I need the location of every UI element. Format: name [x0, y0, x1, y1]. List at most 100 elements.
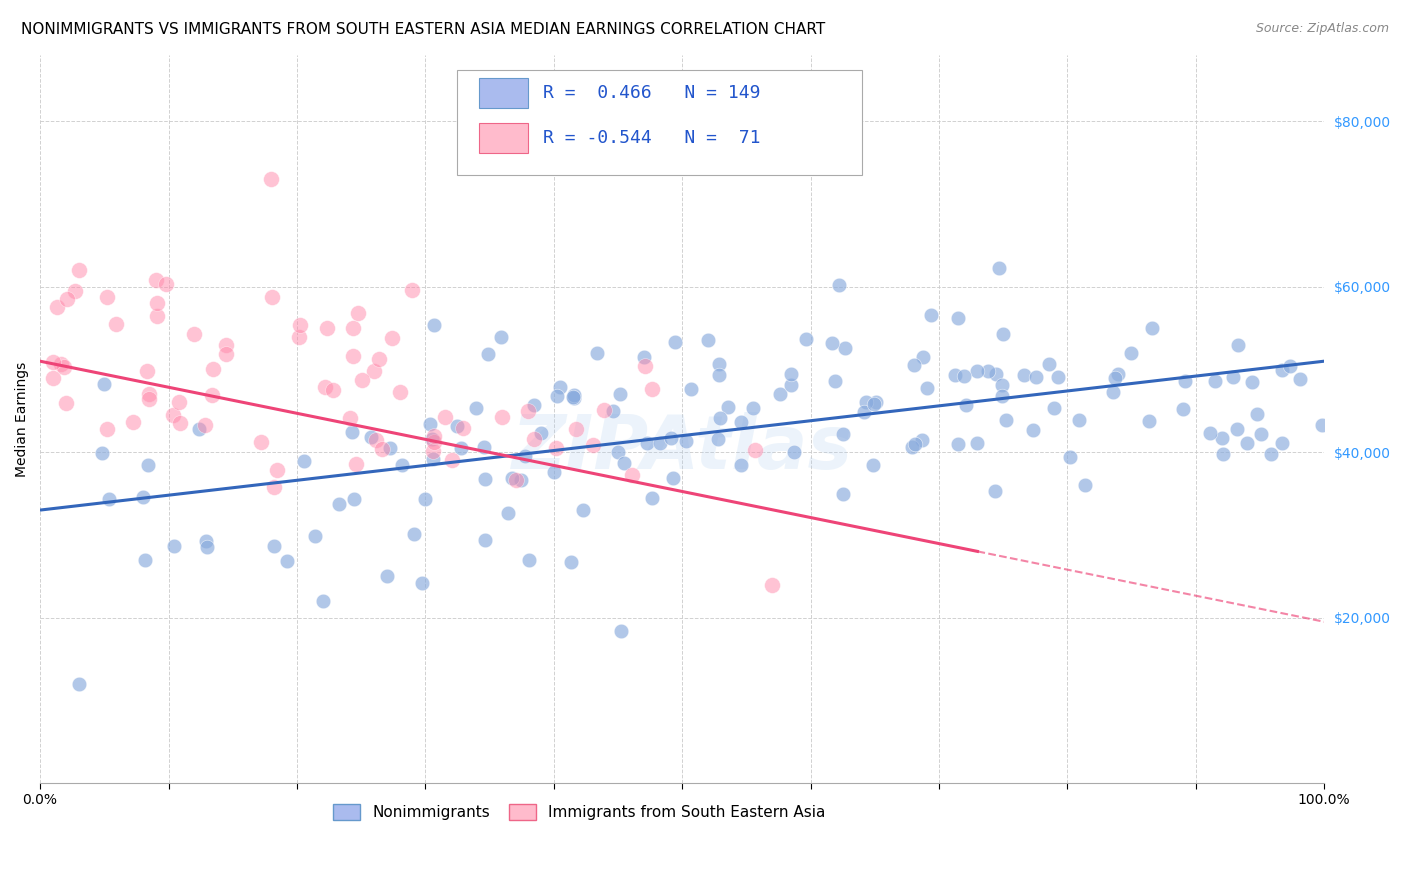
Point [446, 419, 468, 434]
Point [1174, 375, 1197, 389]
Point [606, 445, 628, 459]
Point [661, 470, 683, 484]
Point [572, 503, 595, 517]
Point [955, 398, 977, 412]
Point [1310, 418, 1333, 433]
Point [138, 392, 160, 406]
Point [1043, 401, 1066, 416]
Point [1102, 384, 1125, 399]
Point [761, 577, 783, 591]
Point [831, 487, 853, 501]
Point [169, 416, 191, 430]
Point [260, 172, 283, 186]
Point [441, 453, 464, 467]
Point [391, 458, 413, 473]
Text: R =  0.466   N = 149: R = 0.466 N = 149 [544, 84, 761, 102]
Point [288, 318, 311, 333]
Point [90, 446, 112, 460]
Point [901, 440, 924, 454]
Point [195, 540, 218, 554]
Point [648, 436, 671, 450]
Point [1204, 374, 1226, 388]
Point [215, 338, 238, 352]
Point [42, 370, 65, 384]
Point [911, 433, 934, 447]
Point [134, 552, 156, 566]
Point [266, 463, 288, 477]
Point [1199, 425, 1222, 440]
Point [167, 395, 190, 409]
Point [562, 391, 585, 405]
Point [904, 436, 927, 450]
Point [853, 405, 876, 419]
Point [1222, 369, 1244, 384]
Point [344, 458, 367, 472]
Point [135, 364, 157, 378]
Point [509, 473, 531, 487]
Point [862, 396, 884, 410]
Point [360, 430, 382, 444]
Point [465, 401, 488, 416]
Point [634, 359, 657, 373]
Point [423, 428, 446, 442]
Point [413, 491, 436, 506]
Point [824, 374, 846, 388]
Point [948, 437, 970, 451]
Point [155, 277, 177, 291]
Point [97, 491, 120, 506]
Point [371, 442, 394, 456]
Point [832, 427, 855, 442]
Point [707, 368, 730, 383]
Point [1025, 369, 1047, 384]
Point [138, 386, 160, 401]
FancyBboxPatch shape [479, 123, 529, 153]
Y-axis label: Median Earnings: Median Earnings [15, 361, 30, 476]
Point [1211, 432, 1233, 446]
Point [347, 306, 370, 320]
Point [1038, 357, 1060, 371]
Point [1271, 363, 1294, 377]
Point [122, 416, 145, 430]
FancyBboxPatch shape [457, 70, 862, 175]
Point [491, 410, 513, 425]
Point [46, 301, 69, 315]
Point [477, 347, 499, 361]
Point [730, 458, 752, 473]
Point [1289, 372, 1312, 386]
Point [1173, 402, 1195, 417]
Text: ZIPAtlas: ZIPAtlas [512, 412, 852, 484]
Point [472, 440, 495, 454]
Point [418, 417, 440, 431]
Point [1140, 321, 1163, 335]
Point [1104, 370, 1126, 384]
Point [1271, 436, 1294, 450]
Point [96, 290, 118, 304]
Point [340, 425, 363, 439]
Point [292, 454, 315, 468]
Point [582, 438, 605, 452]
Point [991, 377, 1014, 392]
Point [339, 410, 361, 425]
Point [636, 436, 658, 450]
Point [602, 404, 624, 418]
Point [420, 432, 443, 446]
Point [342, 349, 364, 363]
Point [343, 492, 366, 507]
Point [378, 441, 401, 455]
Point [42, 355, 65, 369]
Point [613, 456, 636, 470]
Point [260, 290, 283, 304]
Point [322, 383, 344, 397]
Point [641, 491, 664, 505]
Point [564, 422, 586, 436]
Point [67, 263, 90, 277]
Point [1074, 478, 1097, 492]
Point [202, 361, 225, 376]
Point [946, 311, 969, 326]
Point [862, 458, 884, 472]
Point [834, 341, 856, 355]
Point [593, 403, 616, 417]
Point [717, 401, 740, 415]
Point [675, 434, 697, 449]
Point [903, 358, 925, 372]
